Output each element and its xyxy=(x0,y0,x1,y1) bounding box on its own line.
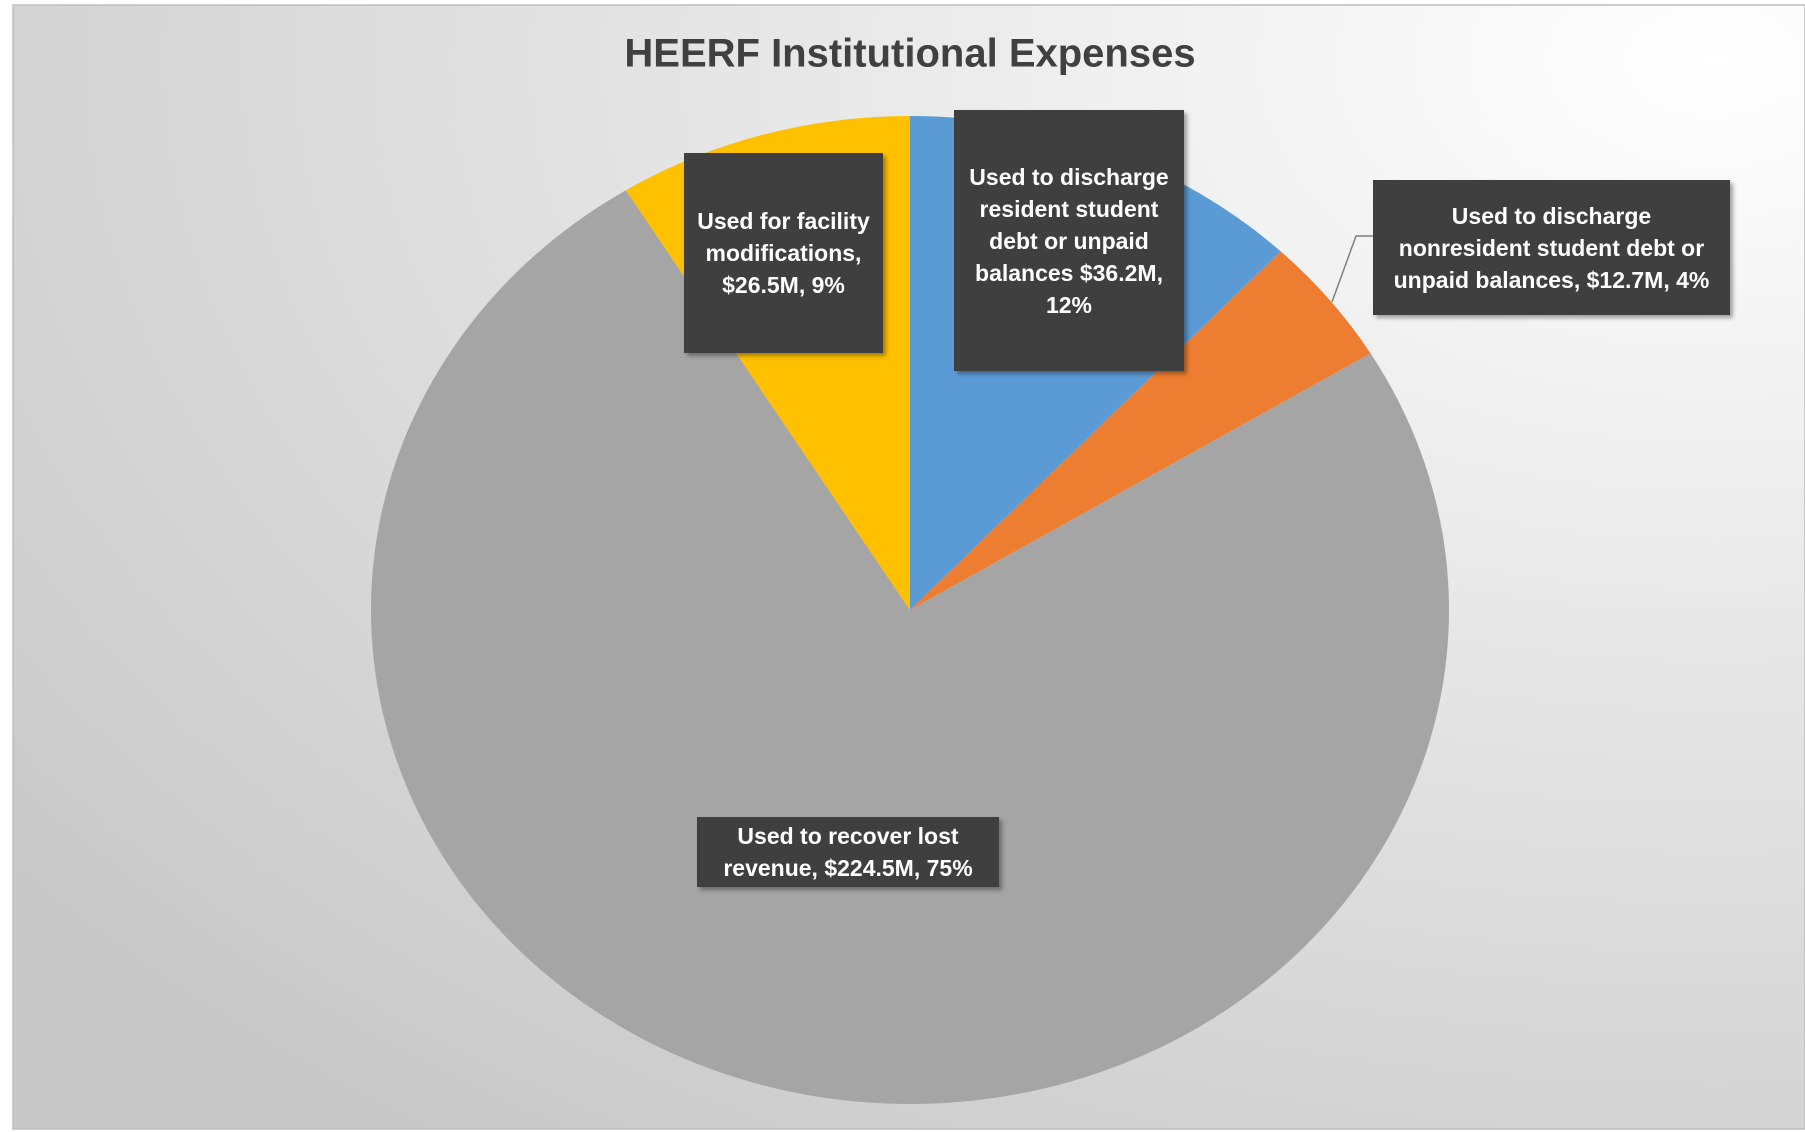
pie-slice xyxy=(371,190,1449,1105)
data-label: Used for facility modifications, $26.5M,… xyxy=(684,153,883,353)
data-label: Used to discharge nonresident student de… xyxy=(1373,180,1730,315)
pie-slice xyxy=(910,251,1371,610)
pie xyxy=(371,116,1449,1105)
leader-line xyxy=(1331,235,1373,303)
chart-title: HEERF Institutional Expenses xyxy=(624,32,1195,76)
data-label: Used to discharge resident student debt … xyxy=(954,110,1184,371)
data-label: Used to recover lost revenue, $224.5M, 7… xyxy=(697,817,999,887)
